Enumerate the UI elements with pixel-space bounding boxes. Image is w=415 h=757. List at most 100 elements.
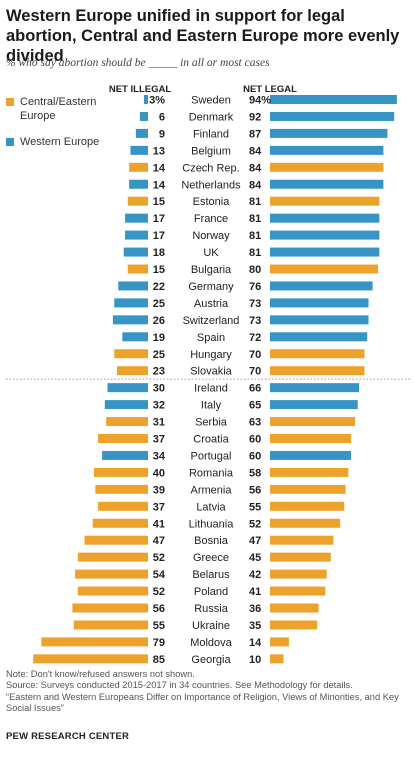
country-label: UK [203, 247, 219, 259]
bar-illegal [41, 637, 148, 647]
value-label-illegal: 37 [153, 434, 165, 446]
bar-illegal [94, 467, 148, 477]
bar-legal [270, 518, 341, 528]
bar-illegal [123, 247, 148, 257]
bar-legal [270, 484, 346, 494]
value-label-legal: 73 [249, 298, 261, 310]
value-label-legal: 87 [249, 128, 261, 140]
value-label-legal: 81 [249, 247, 261, 259]
country-label: Slovakia [190, 366, 232, 378]
value-label-illegal: 17 [153, 213, 165, 225]
bar-illegal [125, 230, 148, 240]
country-label: Moldova [190, 637, 232, 649]
bar-legal [270, 111, 395, 121]
bar-illegal [114, 298, 148, 308]
value-label-legal: 92 [249, 111, 261, 123]
country-label: Georgia [191, 654, 231, 666]
country-label: Belgium [191, 145, 231, 157]
bar-illegal [92, 518, 148, 528]
value-label-legal: 66 [249, 383, 261, 395]
bar-illegal [130, 145, 148, 155]
legend: Central/Eastern Europe Western Europe [6, 95, 110, 161]
value-label-illegal: 25 [153, 298, 165, 310]
bar-legal [270, 264, 378, 274]
country-label: Switzerland [183, 315, 240, 327]
column-header-illegal: NET ILLEGAL [109, 84, 171, 95]
bar-legal [270, 179, 384, 189]
source-text: Source: Surveys conducted 2015-2017 in 3… [6, 680, 353, 691]
value-label-illegal: 40 [153, 467, 165, 479]
value-label-illegal: 15 [153, 196, 165, 208]
bar-legal [270, 535, 334, 545]
value-label-legal: 76 [249, 281, 261, 293]
value-label-legal: 58 [249, 467, 261, 479]
bar-illegal [107, 383, 148, 393]
bar-legal [270, 281, 373, 291]
bar-legal [270, 467, 349, 477]
value-label-illegal: 19 [153, 332, 165, 344]
value-label-illegal: 55 [153, 620, 165, 632]
bar-legal [270, 450, 351, 460]
value-label-legal: 63 [249, 417, 261, 429]
legend-swatch-central-eastern [6, 98, 14, 106]
country-label: Bulgaria [191, 264, 232, 276]
bar-legal [270, 145, 384, 155]
value-label-illegal: 14 [153, 162, 166, 174]
bar-legal [270, 400, 358, 410]
bar-legal [270, 349, 365, 359]
value-label-illegal: 6 [159, 111, 165, 123]
country-label: Lithuania [189, 518, 235, 530]
country-label: France [194, 213, 228, 225]
bar-legal [270, 247, 380, 257]
country-label: Serbia [195, 417, 228, 429]
value-label-legal: 81 [249, 230, 261, 242]
value-label-legal: 60 [249, 434, 261, 446]
value-label-legal: 56 [249, 484, 261, 496]
bar-illegal [129, 179, 148, 189]
country-label: Belarus [192, 569, 230, 581]
country-label: Spain [197, 332, 225, 344]
value-label-illegal: 30 [153, 383, 165, 395]
report-title-text: “Eastern and Western Europeans Differ on… [6, 691, 399, 714]
country-label: Russia [194, 603, 229, 615]
bar-illegal [135, 128, 148, 138]
value-label-legal: 14 [249, 637, 262, 649]
country-label: Croatia [193, 434, 229, 446]
bar-legal [270, 332, 368, 342]
bar-illegal [118, 281, 148, 291]
country-label: Italy [201, 400, 222, 412]
value-label-legal: 84 [249, 179, 262, 191]
value-label-illegal: 9 [159, 128, 165, 140]
value-label-illegal: 22 [153, 281, 165, 293]
value-label-illegal: 25 [153, 349, 165, 361]
value-label-legal: 84 [249, 145, 262, 157]
country-label: Estonia [193, 196, 231, 208]
bar-illegal [114, 349, 148, 359]
country-label: Greece [193, 552, 229, 564]
value-label-legal: 10 [249, 654, 261, 666]
value-label-legal: 55 [249, 501, 261, 513]
bar-illegal [104, 400, 148, 410]
bar-illegal [139, 111, 148, 121]
bar-illegal [106, 417, 148, 427]
bar-illegal [95, 484, 148, 494]
value-label-illegal: 54 [153, 569, 166, 581]
legend-label-western: Western Europe [20, 136, 100, 148]
value-label-legal: 35 [249, 620, 261, 632]
column-header-legal: NET LEGAL [243, 84, 297, 95]
value-label-legal: 70 [249, 366, 261, 378]
value-label-illegal: 52 [153, 552, 165, 564]
legend-item-western: Western Europe [6, 135, 110, 149]
bar-illegal [143, 95, 148, 104]
value-label-illegal: 52 [153, 586, 165, 598]
bar-legal [270, 434, 351, 443]
bar-illegal [102, 450, 148, 460]
country-label: Denmark [189, 111, 234, 123]
country-label: Portugal [191, 450, 232, 462]
bar-illegal [116, 366, 148, 376]
value-label-illegal: 13 [153, 145, 165, 157]
country-label: Hungary [190, 349, 232, 361]
country-label: Armenia [191, 484, 233, 496]
bar-legal [270, 213, 380, 223]
